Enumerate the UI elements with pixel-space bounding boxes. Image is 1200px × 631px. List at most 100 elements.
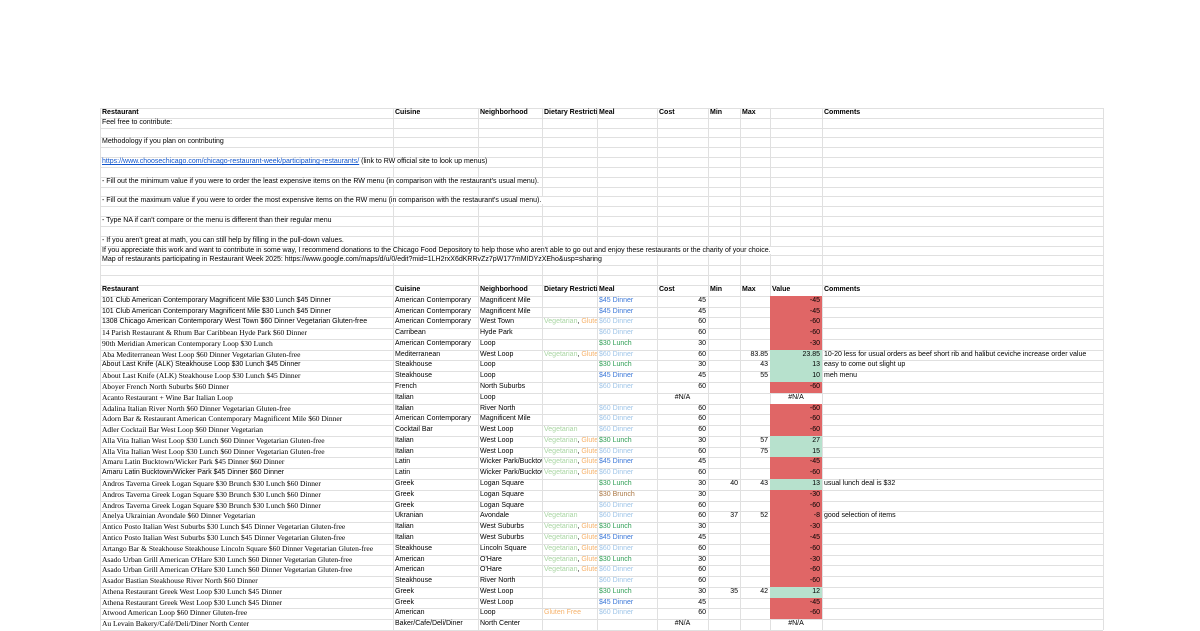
cell-cuisine[interactable]: Steakhouse — [395, 577, 432, 585]
cell-max[interactable] — [740, 576, 770, 587]
header-min[interactable]: Min — [710, 109, 723, 116]
cell-min[interactable] — [708, 404, 740, 415]
cell-cost[interactable]: 60 — [698, 318, 706, 326]
cell-value[interactable]: 13 — [770, 360, 822, 372]
intro-row[interactable]: - Fill out the maximum value if you were… — [102, 196, 545, 206]
cell-cuisine[interactable]: Greek — [395, 480, 415, 488]
cell-comment[interactable]: good selection of items — [824, 512, 896, 520]
cell-meal[interactable]: $30 Brunch — [599, 490, 635, 498]
cell-meal[interactable]: $60 Dinner — [599, 383, 634, 391]
cell-min[interactable] — [708, 468, 740, 479]
cell-dietary-restrictions[interactable]: Vegetarian, Gluten Free — [542, 436, 597, 447]
cell-cuisine[interactable]: Steakhouse — [395, 372, 432, 380]
header-comments[interactable]: Comments — [824, 286, 861, 293]
cell-min[interactable] — [708, 360, 740, 371]
cell-meal[interactable]: $30 Lunch — [599, 555, 632, 563]
cell-restaurant[interactable]: Aboyer French North Suburbs $60 Dinner — [102, 382, 229, 392]
cell-cost[interactable]: 30 — [698, 523, 706, 531]
header-value[interactable] — [770, 108, 822, 118]
cell-cuisine[interactable]: Greek — [395, 490, 415, 498]
cell-meal[interactable]: $60 Dinner — [599, 512, 634, 520]
cell-comment[interactable]: 10-20 less for usual orders as beef shor… — [824, 350, 1087, 358]
intro-row[interactable]: https://www.choosechicago.com/chicago-re… — [102, 157, 491, 167]
cell-restaurant[interactable]: 90th Meridian American Contemporary Loop… — [102, 338, 273, 348]
cell-min[interactable] — [708, 307, 740, 318]
cell-value[interactable]: -60 — [770, 543, 822, 555]
cell-meal[interactable]: $45 Dinner — [599, 458, 634, 466]
cell-neighborhood[interactable]: Logan Square — [480, 490, 524, 498]
cell-neighborhood[interactable]: North Suburbs — [480, 383, 526, 391]
cell-max[interactable] — [740, 533, 770, 544]
cell-min[interactable] — [708, 317, 740, 328]
cell-cost[interactable]: 45 — [698, 372, 706, 380]
cell-cuisine[interactable]: Italian — [395, 404, 414, 412]
cell-cost[interactable]: 30 — [698, 480, 706, 488]
cell-restaurant[interactable]: Andros Taverna Greek Logan Square $30 Br… — [102, 489, 321, 499]
cell-min[interactable] — [708, 425, 740, 436]
cell-restaurant[interactable]: Anelya Ukrainian Avondale $60 Dinner Veg… — [102, 511, 256, 521]
cell-meal[interactable]: $30 Lunch — [599, 436, 632, 444]
cell-cuisine[interactable]: Greek — [395, 501, 415, 509]
cell-restaurant[interactable]: Alla Vita Italian West Loop $30 Lunch $6… — [102, 435, 325, 445]
cell-cuisine[interactable]: Steakhouse — [395, 544, 432, 552]
cell-neighborhood[interactable]: O'Hare — [480, 566, 502, 574]
cell-comment[interactable] — [822, 608, 1103, 619]
header-meal[interactable]: Meal — [599, 109, 615, 116]
cell-neighborhood[interactable]: Magnificent Mile — [480, 307, 531, 315]
cell-comment[interactable] — [822, 598, 1103, 609]
cell-restaurant[interactable]: About Last Knife (ALK) Steakhouse Loop $… — [102, 361, 301, 369]
cell-meal[interactable]: $60 Dinner — [599, 577, 634, 585]
cell-restaurant[interactable]: 101 Club American Contemporary Magnifice… — [102, 307, 331, 315]
cell-min[interactable] — [708, 501, 740, 512]
cell-value[interactable]: -60 — [770, 500, 822, 512]
cell-value[interactable]: -45 — [770, 597, 822, 609]
cell-meal[interactable]: $60 Dinner — [599, 609, 634, 617]
cell-dietary-restrictions[interactable]: Vegetarian, Gluten Free — [542, 565, 597, 576]
cell-value[interactable]: -45 — [770, 532, 822, 544]
cell-restaurant[interactable]: 101 Club American Contemporary Magnifice… — [102, 296, 331, 304]
cell-dietary-restrictions[interactable]: Vegetarian, Gluten Free — [542, 350, 597, 361]
cell-dietary-restrictions[interactable]: Vegetarian — [542, 511, 597, 522]
cell-dietary-restrictions[interactable] — [542, 598, 597, 609]
cell-cost[interactable]: 45 — [698, 458, 706, 466]
cell-value[interactable]: -60 — [770, 414, 822, 426]
cell-min[interactable] — [708, 619, 740, 630]
cell-dietary-restrictions[interactable]: Vegetarian, Gluten Free — [542, 447, 597, 458]
cell-meal[interactable]: $30 Lunch — [599, 361, 632, 369]
cell-min[interactable]: 40 — [730, 480, 738, 488]
header-max[interactable]: Max — [742, 109, 756, 116]
cell-dietary-restrictions[interactable] — [542, 479, 597, 490]
cell-min[interactable] — [708, 565, 740, 576]
cell-cost[interactable]: 30 — [698, 436, 706, 444]
cell-cost[interactable]: 30 — [698, 555, 706, 563]
cell-min[interactable] — [708, 339, 740, 350]
cell-cost[interactable]: 30 — [698, 490, 706, 498]
intro-row[interactable]: - Fill out the minimum value if you were… — [102, 177, 542, 187]
cell-value[interactable]: -60 — [770, 425, 822, 436]
cell-cuisine[interactable]: American — [395, 566, 425, 574]
cell-comment[interactable]: easy to come out slight up — [824, 361, 906, 369]
intro-row[interactable]: Map of restaurants participating in Rest… — [102, 255, 605, 265]
cell-cuisine[interactable]: Cocktail Bar — [395, 426, 433, 434]
cell-max[interactable] — [740, 414, 770, 425]
cell-value[interactable]: 15 — [770, 446, 822, 458]
cell-cuisine[interactable]: Italian — [395, 436, 414, 444]
intro-row[interactable]: - If you aren't great at math, you can s… — [102, 236, 347, 246]
cell-value[interactable]: -45 — [770, 295, 822, 307]
cell-cuisine[interactable]: Italian — [395, 447, 414, 455]
header-max[interactable]: Max — [742, 286, 756, 293]
cell-min[interactable] — [708, 544, 740, 555]
cell-max[interactable] — [740, 382, 770, 393]
cell-cuisine[interactable]: Greek — [395, 587, 415, 595]
cell-cuisine[interactable]: Latin — [395, 469, 411, 477]
header-dietary-restrictions[interactable]: Dietary Restrictions — [544, 109, 597, 116]
cell-meal[interactable]: $60 Dinner — [599, 350, 634, 358]
cell-restaurant[interactable]: 14 Parish Restaurant & Rhum Bar Caribbea… — [102, 328, 307, 338]
cell-min[interactable]: 35 — [730, 587, 738, 595]
cell-dietary-restrictions[interactable] — [542, 619, 597, 630]
cell-meal[interactable]: $60 Dinner — [599, 566, 634, 574]
cell-max[interactable] — [740, 328, 770, 339]
cell-cost[interactable]: 60 — [698, 544, 706, 552]
cell-comment[interactable] — [822, 468, 1103, 479]
cell-cuisine[interactable]: French — [395, 383, 417, 391]
